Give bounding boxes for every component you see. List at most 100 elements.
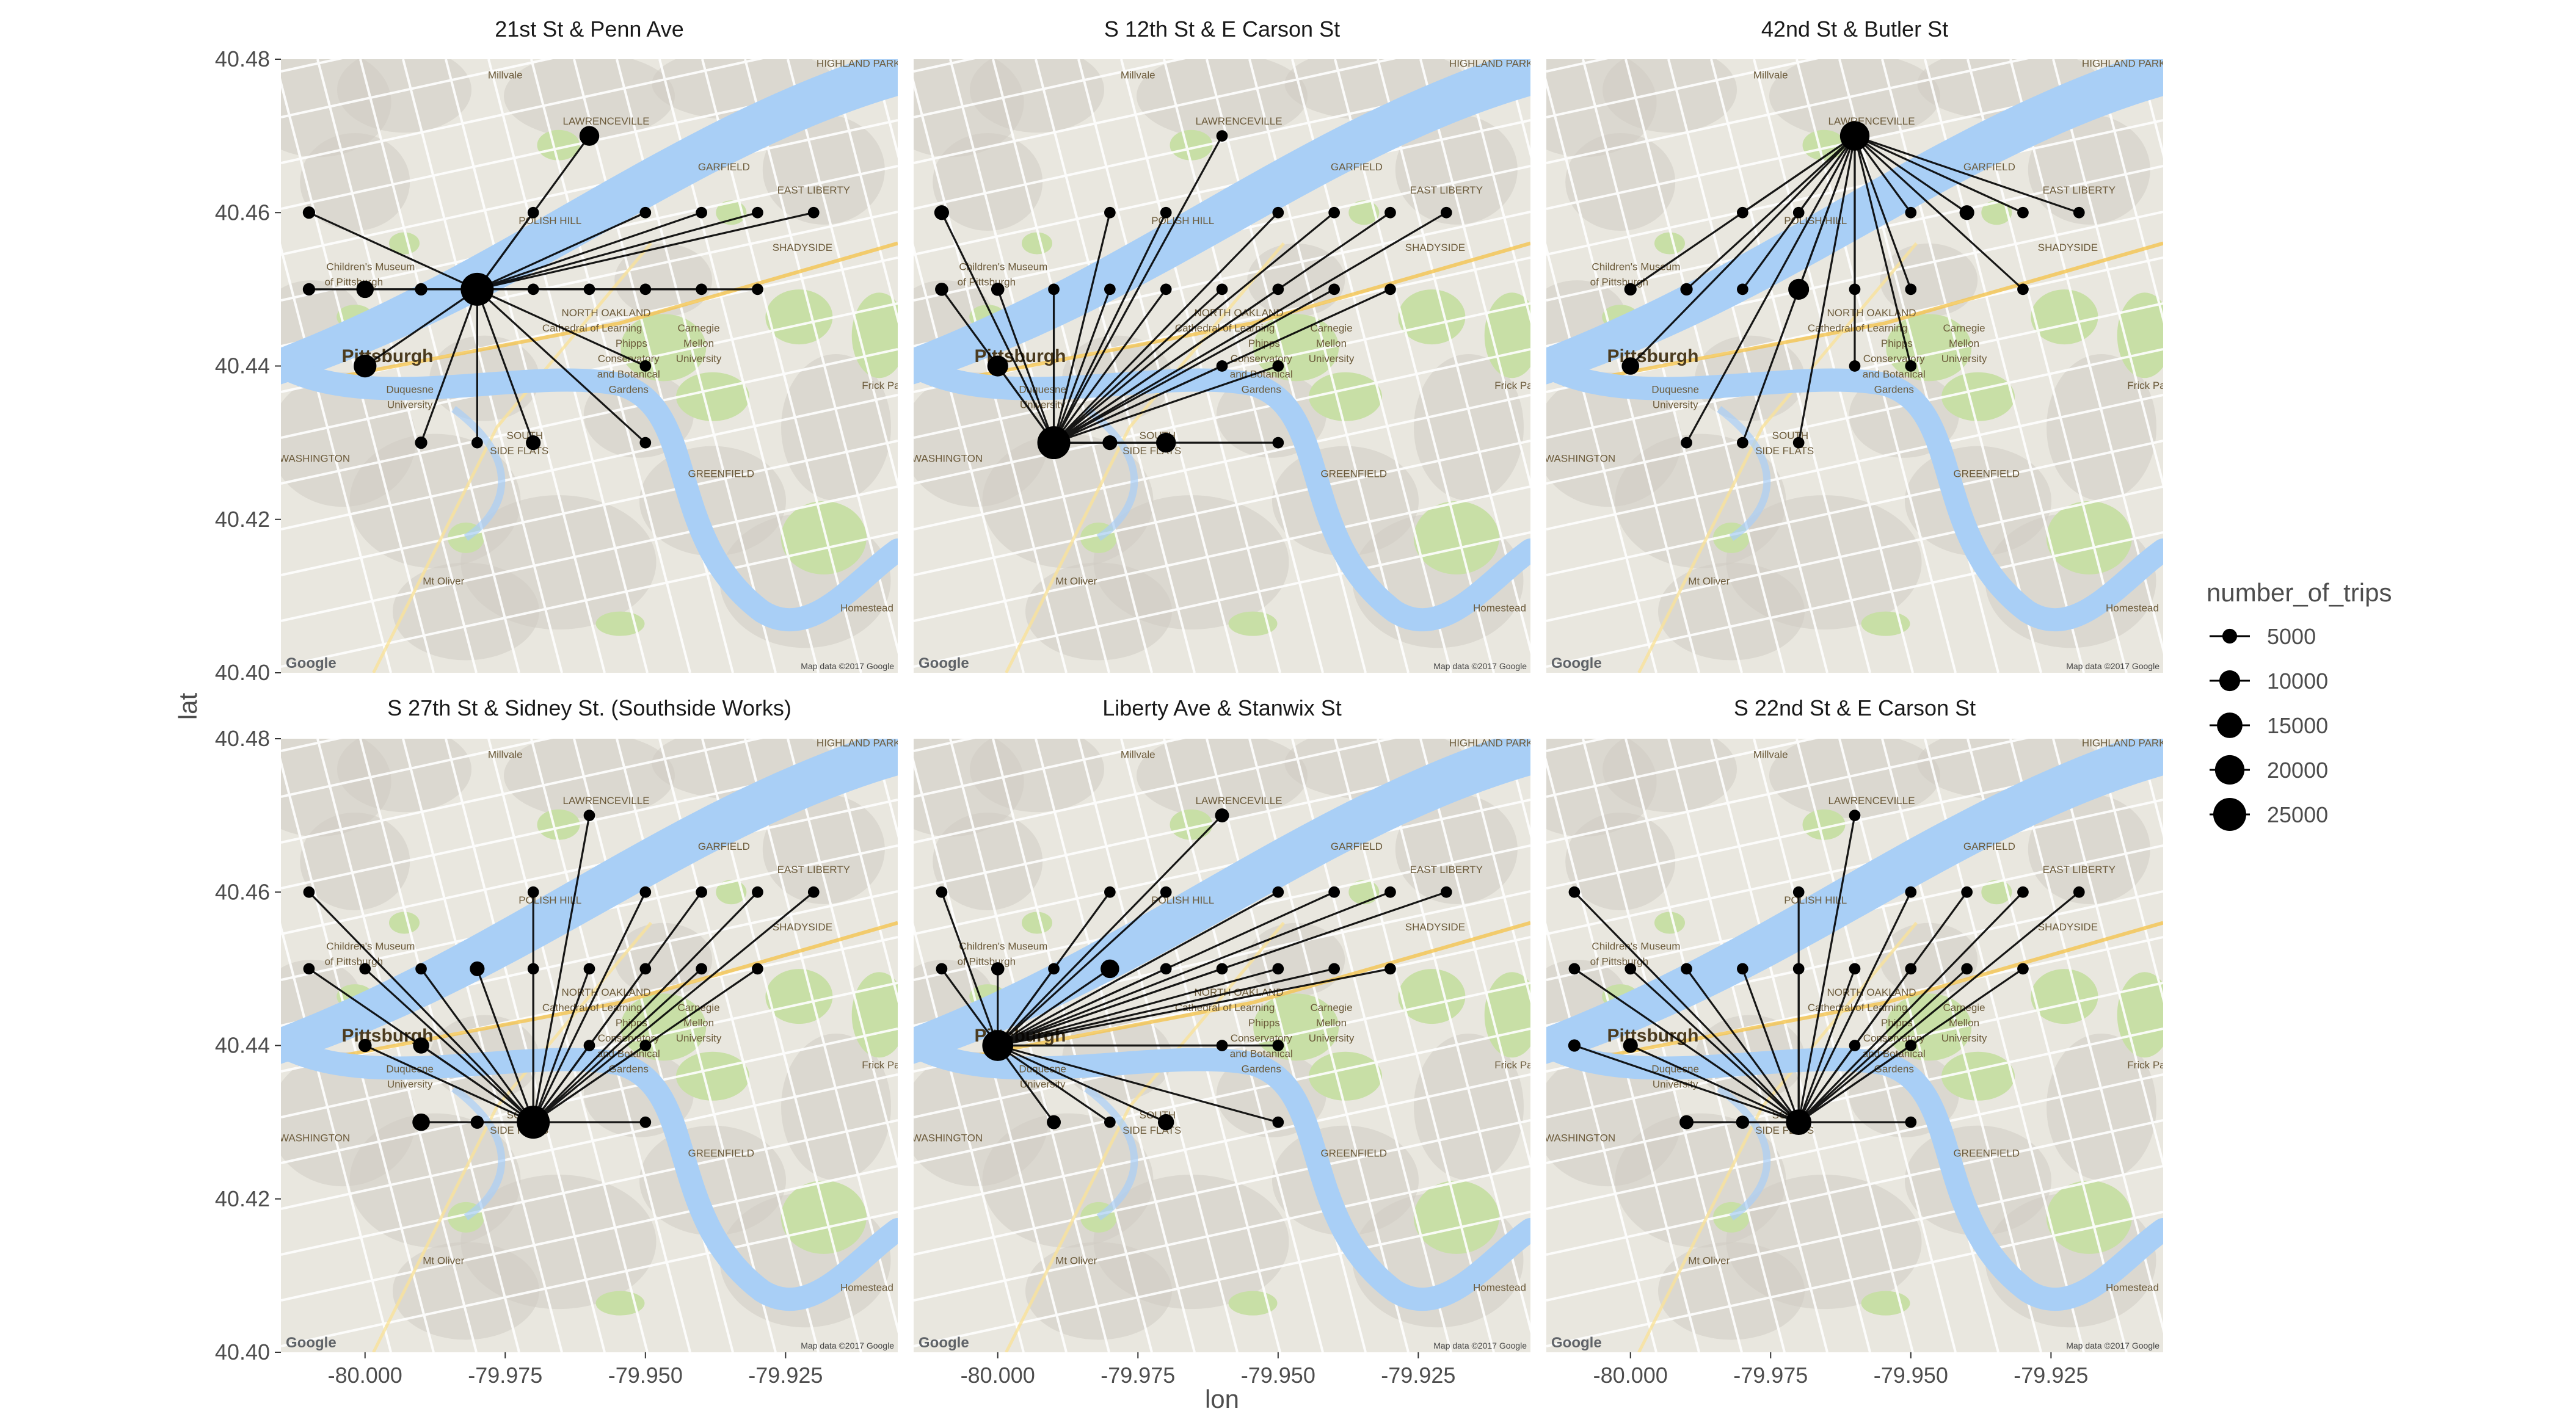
map-place-label: GARFIELD: [1963, 841, 2015, 852]
trip-line: [533, 891, 759, 1123]
map-place-label: SHADYSIDE: [773, 921, 832, 933]
map-place-label: GREENFIELD: [1953, 468, 2020, 480]
monongahela-river: [281, 354, 898, 631]
facet-panel: Millvale HIGHLAND PARK LAWRENCEVILLE GARFIE…: [279, 58, 901, 673]
y-axis-label: lat: [173, 692, 202, 720]
legend-key-point: [2217, 712, 2243, 738]
station-point: [1384, 283, 1396, 295]
trip-line: [532, 968, 591, 1123]
station-point: [303, 963, 315, 975]
map-place-label: Carnegie: [678, 1002, 720, 1013]
monongahela-river: [281, 1034, 898, 1311]
map-place-label: NORTH OAKLAND: [561, 987, 650, 998]
station-point: [1328, 963, 1340, 975]
station-point: [1216, 360, 1228, 372]
trip-line: [532, 891, 647, 1123]
park-area: [1413, 501, 1499, 574]
station-point: [1792, 963, 1805, 975]
map-place-label: SHADYSIDE: [1405, 921, 1465, 933]
map-place-label: LAWRENCEVILLE: [1196, 115, 1283, 127]
map-place-label: Frick Pa: [2127, 1059, 2166, 1071]
road: [914, 531, 1530, 668]
map-place-label: Gardens: [1874, 383, 1914, 395]
road: [2095, 59, 2163, 324]
station-point: [2017, 283, 2029, 295]
trip-line: [1686, 968, 1800, 1123]
park-area: [1802, 809, 1846, 840]
trip-lines: [308, 815, 815, 1123]
road: [402, 59, 563, 673]
station-point: [1384, 963, 1396, 975]
station-point: [1160, 206, 1172, 219]
y-tick-label: 40.40: [215, 660, 270, 685]
highway: [1637, 242, 1918, 673]
road: [281, 739, 763, 844]
station-point: [1905, 206, 1917, 219]
park-area: [1941, 372, 2015, 421]
hill-shade: [1247, 922, 1345, 996]
trip-lines: [308, 135, 814, 444]
x-tick-label: -79.925: [748, 1363, 823, 1388]
road: [1546, 1027, 2163, 1164]
map-place-label: GREENFIELD: [1953, 1148, 2020, 1159]
station-point: [696, 963, 707, 975]
panel-map: Millvale HIGHLAND PARK LAWRENCEVILLE GARFIE…: [914, 59, 1530, 673]
hill-shade: [1658, 562, 1805, 661]
road: [914, 485, 1530, 622]
station-point: [807, 206, 820, 219]
trip-line: [1686, 135, 1856, 443]
hill-shade: [337, 59, 471, 133]
map-place-label: Homestead: [1473, 1282, 1526, 1294]
map-place-label: Millvale: [1121, 69, 1155, 81]
hill-shade: [2047, 354, 2156, 501]
station-point: [1104, 283, 1116, 295]
google-logo: Google: [1551, 1335, 1602, 1351]
map-place-label: Mellon: [1316, 1017, 1347, 1029]
map-place-label: WASHINGTON: [1545, 1133, 1615, 1144]
legend: number_of_trips 5000 10000 15000 20000 25000: [2207, 578, 2392, 831]
google-logo: Google: [286, 1335, 337, 1351]
road: [914, 59, 1186, 118]
road: [1546, 739, 2029, 844]
station-point: [991, 962, 1005, 976]
park-area: [537, 809, 580, 840]
road: [281, 1073, 898, 1210]
map-place-label: HIGHLAND PARK: [817, 58, 901, 70]
facet-title: S 27th St & Sidney St. (Southside Works): [387, 695, 791, 720]
y-tick-label: 40.44: [215, 1033, 270, 1058]
trip-line: [1629, 968, 1800, 1123]
station-point: [639, 886, 652, 898]
station-point: [1104, 886, 1116, 898]
station-point: [1272, 283, 1284, 295]
station-point: [696, 886, 707, 898]
hill-shade: [781, 1034, 891, 1180]
map-place-label: Carnegie: [678, 322, 720, 334]
park-area: [1413, 1180, 1499, 1254]
trip-line: [1854, 135, 2024, 214]
station-point: [1905, 360, 1917, 372]
trip-line: [1797, 891, 1912, 1123]
x-tick-label: -79.950: [1241, 1363, 1315, 1388]
road: [914, 1027, 1530, 1164]
map-place-label: University: [676, 1032, 722, 1044]
map-place-label: WASHINGTON: [279, 453, 350, 465]
hill-shade: [393, 1242, 539, 1340]
station-point: [696, 206, 707, 219]
highway: [1005, 242, 1285, 673]
park-area: [1981, 880, 2012, 905]
facet-panel: Millvale HIGHLAND PARK LAWRENCEVILLE GARFIE…: [1546, 59, 2163, 673]
trip-line: [997, 968, 1111, 1046]
station-point: [987, 355, 1008, 377]
map-place-label: Carnegie: [1943, 1002, 1985, 1013]
map-place-label: SHADYSIDE: [1405, 242, 1465, 253]
park-area: [1654, 232, 1685, 255]
road: [573, 739, 734, 1352]
road: [281, 59, 763, 164]
station-point: [1272, 963, 1284, 975]
road: [1838, 59, 1999, 673]
map-place-label: Children's Museum: [1592, 261, 1680, 272]
station-point: [1216, 1040, 1228, 1051]
trip-line: [997, 968, 1391, 1047]
road: [1077, 59, 1239, 673]
map-place-label: EAST LIBERTY: [777, 184, 850, 196]
